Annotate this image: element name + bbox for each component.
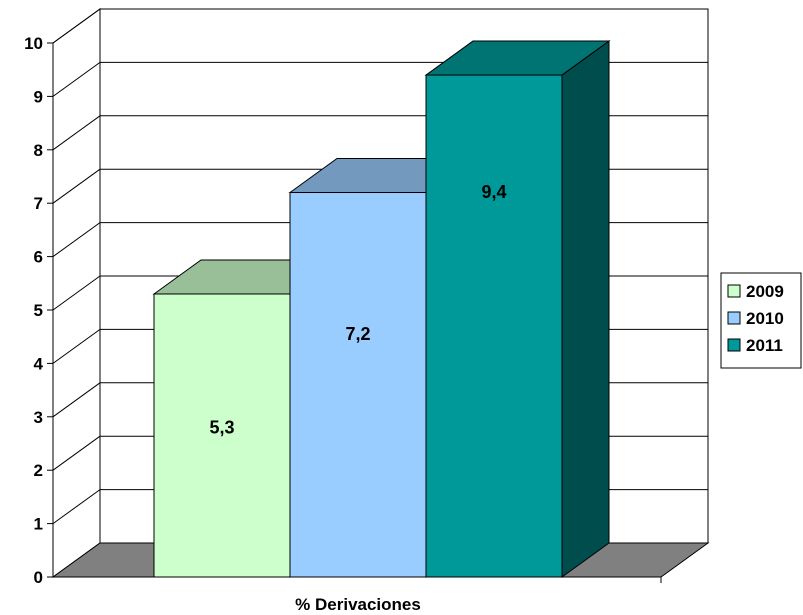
bar-front (425, 74, 563, 578)
gridline-side (52, 8, 101, 44)
gridline-side (52, 328, 101, 364)
gridline-side (52, 382, 101, 418)
legend-swatch-2011 (727, 338, 741, 352)
legend-swatch-2010 (727, 311, 741, 325)
gridline-side (52, 168, 101, 204)
bar-front (153, 293, 291, 578)
bars (152, 40, 611, 578)
y-tick-label: 7 (34, 194, 43, 213)
bar-front (289, 192, 427, 578)
y-tick-label: 10 (24, 34, 43, 53)
bar-2011 (424, 40, 611, 578)
gridline-side (52, 489, 101, 525)
y-tick-label: 8 (34, 141, 43, 160)
y-tick-label: 6 (34, 248, 43, 267)
y-axis-ticks: 0 1 2 3 4 5 6 7 8 9 10 (24, 34, 662, 587)
y-tick-label: 5 (34, 301, 43, 320)
bar-side (561, 40, 610, 578)
y-tick-label: 4 (34, 354, 44, 373)
gridline-side (52, 275, 101, 311)
legend-swatch-2009 (727, 284, 741, 298)
legend-label-2009: 2009 (746, 282, 784, 301)
legend: 2009 2010 2011 (720, 272, 802, 369)
x-axis-title: % Derivaciones (295, 595, 421, 614)
gridline-side (52, 115, 101, 151)
data-label-2011: 9,4 (481, 182, 506, 202)
y-tick-label: 9 (34, 87, 43, 106)
legend-label-2011: 2011 (746, 336, 783, 355)
y-tick-label: 2 (34, 461, 43, 480)
data-labels: 5,3 7,2 9,4 (209, 182, 506, 437)
data-label-2009: 5,3 (209, 417, 234, 437)
y-tick-label: 3 (34, 408, 43, 427)
legend-label-2010: 2010 (746, 309, 784, 328)
y-tick-label: 1 (34, 515, 43, 534)
gridline-side (52, 61, 101, 97)
gridline-side (52, 435, 101, 471)
y-tick-label: 0 (34, 568, 43, 587)
data-label-2010: 7,2 (345, 324, 370, 344)
gridline-side (52, 222, 101, 258)
